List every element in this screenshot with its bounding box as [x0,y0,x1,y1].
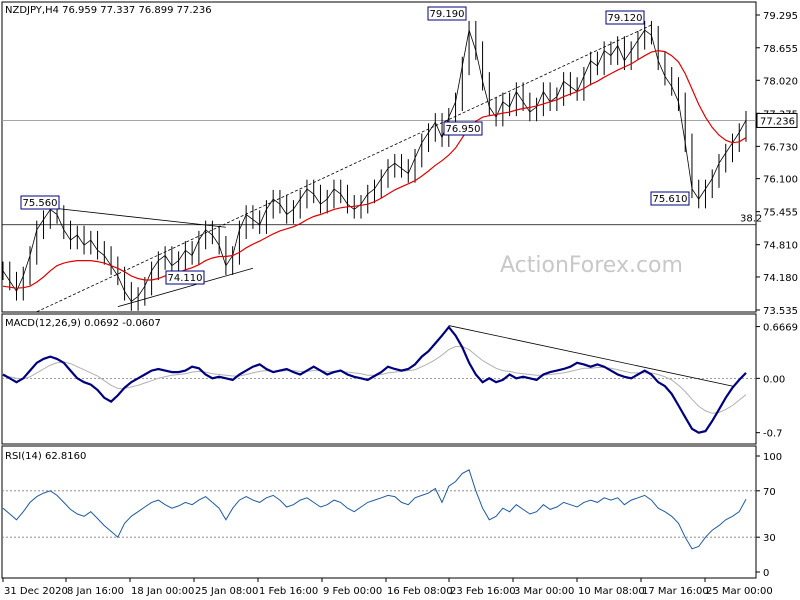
macd-y-tick-label: 0.6669 [763,323,798,334]
macd-panel [1,313,757,445]
macd-trendline [448,325,733,387]
price-y-tick-label: 74.810 [763,241,798,252]
price-title: NZDJPY,H4 76.959 77.337 76.899 77.236 [5,5,212,16]
rsi-title: RSI(14) 62.8160 [5,451,86,462]
x-tick-label: 1 Feb 16:00 [259,586,318,597]
price-y-tick-label: 75.455 [763,208,798,219]
x-tick-label: 23 Feb 16:00 [450,586,516,597]
price-panel [1,1,757,313]
rsi-y-tick-label: 0 [763,568,769,579]
price-y-tick-label: 78.020 [763,76,798,87]
annotation-box [165,270,205,285]
x-tick-label: 10 Mar 08:00 [578,586,645,597]
annotation-label: 79.190 [430,9,465,20]
rsi-y-tick-label: 100 [763,452,782,463]
x-tick-label: 8 Jan 16:00 [67,586,124,597]
price-y-tick-label: 76.730 [763,142,798,153]
annotation-box [427,6,467,21]
rsi-line [2,469,747,550]
resistance-line [36,205,226,228]
macd-line [2,325,747,434]
fib-38-label: 38.2 [740,214,762,225]
x-tick-label: 25 Mar 00:00 [706,586,773,597]
annotation-label: 74.110 [168,273,203,284]
annotation-box [20,195,60,210]
x-tick-label: 16 Feb 08:00 [387,586,453,597]
moving-average-line [2,49,747,289]
current-price-label: 77.236 [760,116,795,127]
x-tick-label: 18 Jan 00:00 [131,586,194,597]
rsi-panel [1,445,757,579]
annotation-box [605,10,645,25]
annotation-box [650,191,690,206]
annotation-label: 76.950 [446,124,481,135]
macd-title: MACD(12,26,9) 0.0692 -0.0607 [5,318,161,329]
macd-y-tick-label: -0.7 [763,429,783,440]
x-tick-label: 9 Feb 00:00 [323,586,382,597]
annotation-box [443,121,483,136]
watermark: ActionForex.com [500,253,683,278]
x-tick-label: 17 Mar 16:00 [642,586,709,597]
current-price-box [756,112,798,128]
annotation-label: 79.120 [608,13,643,24]
rsi-y-tick-label: 30 [763,533,776,544]
x-tick-label: 31 Dec 2020 [4,586,68,597]
channel-lower-dashed [36,24,652,313]
price-y-tick-label: 79.295 [763,11,798,22]
annotation-label: 75.610 [653,194,688,205]
price-y-tick-label: 74.180 [763,273,798,284]
price-line [2,29,747,303]
annotation-label: 75.560 [23,198,58,209]
price-y-tick-label: 76.100 [763,175,798,186]
price-y-tick-label: 78.655 [763,44,798,55]
support-line [117,267,254,308]
macd-y-tick-label: 0.00 [763,374,785,385]
x-tick-label: 3 Mar 00:00 [514,586,574,597]
x-tick-label: 25 Jan 08:00 [195,586,258,597]
price-y-tick-label: 73.535 [763,306,798,317]
rsi-y-tick-label: 70 [763,487,776,498]
